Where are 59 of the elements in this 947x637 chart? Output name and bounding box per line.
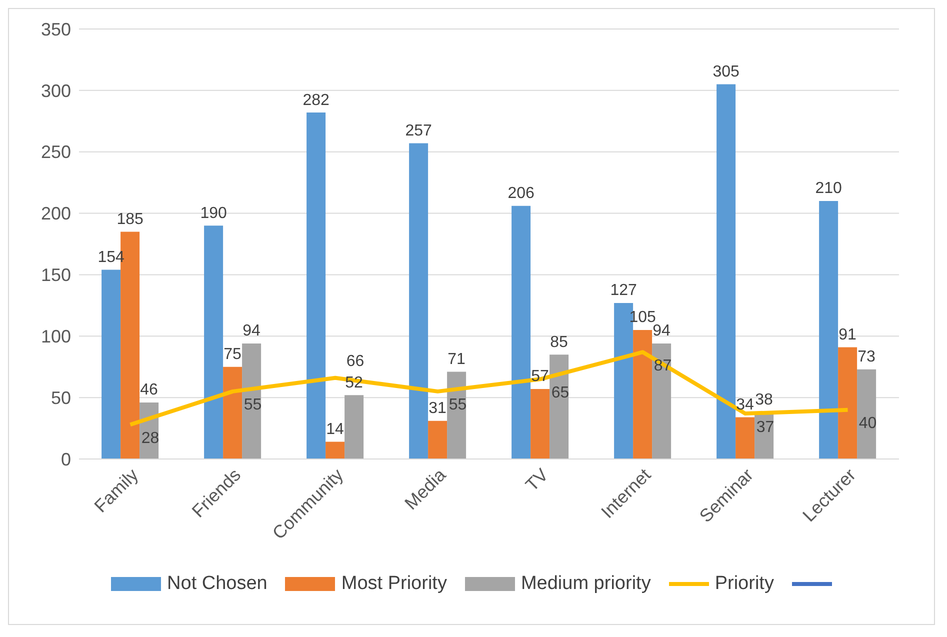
bar — [633, 330, 652, 459]
data-label: 185 — [116, 210, 144, 228]
data-label: 210 — [815, 180, 842, 198]
bar — [344, 395, 364, 459]
y-tick-label: 150 — [40, 265, 71, 286]
data-label: 257 — [405, 122, 432, 140]
x-tick-label: TV — [522, 464, 552, 496]
data-label: 66 — [346, 353, 364, 370]
bar — [652, 344, 672, 459]
bar — [838, 347, 858, 459]
bar — [102, 270, 121, 459]
data-label: 14 — [326, 421, 344, 438]
bar — [326, 442, 345, 459]
legend-label: Most Priority — [341, 573, 447, 595]
y-tick-label: 100 — [40, 326, 71, 347]
bar — [716, 84, 736, 459]
data-label: 31 — [428, 400, 447, 418]
data-label: 127 — [610, 282, 637, 300]
data-label: 305 — [712, 64, 740, 81]
bar — [530, 388, 550, 459]
bar — [857, 369, 876, 459]
data-label: 94 — [652, 322, 671, 340]
data-label: 55 — [244, 396, 262, 414]
bar — [242, 344, 262, 459]
data-label: 91 — [838, 326, 857, 344]
y-tick-label: 50 — [50, 388, 71, 408]
data-label: 94 — [242, 322, 261, 340]
y-tick-label: 250 — [40, 142, 71, 162]
data-label: 85 — [550, 334, 568, 351]
data-label: 28 — [141, 430, 160, 447]
bar — [736, 417, 755, 459]
legend-label: Not Chosen — [167, 573, 268, 595]
bar — [819, 201, 838, 459]
bar — [306, 112, 326, 459]
data-label: 75 — [224, 346, 242, 364]
legend-label: Priority — [714, 573, 774, 595]
data-label: 55 — [448, 396, 467, 414]
data-label: 282 — [302, 92, 330, 109]
data-label: 73 — [858, 348, 876, 366]
bar — [409, 143, 428, 459]
y-tick-label: 300 — [40, 80, 71, 101]
data-label: 40 — [858, 415, 877, 432]
legend-label: Medium priority — [520, 573, 651, 595]
data-label: 71 — [448, 350, 466, 368]
data-label: 206 — [508, 185, 534, 202]
bar — [550, 354, 569, 459]
data-label: 34 — [736, 396, 754, 414]
y-tick-label: 0 — [60, 449, 71, 470]
bar — [428, 420, 448, 459]
bar — [512, 206, 531, 459]
y-tick-label: 350 — [40, 19, 71, 40]
bar — [223, 366, 242, 459]
data-label: 46 — [140, 382, 158, 399]
data-label: 37 — [756, 418, 774, 436]
data-label: 65 — [551, 384, 570, 402]
data-label: 38 — [755, 392, 774, 409]
y-tick-label: 200 — [40, 204, 71, 224]
bar — [204, 226, 224, 459]
data-label: 190 — [200, 204, 227, 222]
